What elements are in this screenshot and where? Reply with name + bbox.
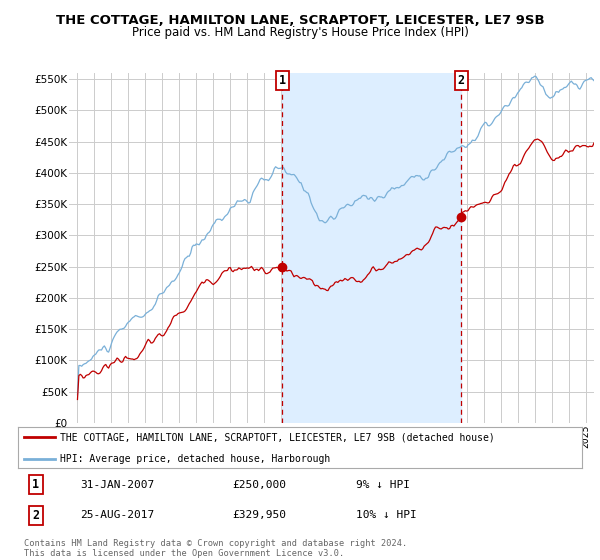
Text: HPI: Average price, detached house, Harborough: HPI: Average price, detached house, Harb… [60,454,331,464]
Text: THE COTTAGE, HAMILTON LANE, SCRAPTOFT, LEICESTER, LE7 9SB (detached house): THE COTTAGE, HAMILTON LANE, SCRAPTOFT, L… [60,432,495,442]
Text: 9% ↓ HPI: 9% ↓ HPI [356,479,410,489]
Text: 2: 2 [32,509,39,522]
Text: Price paid vs. HM Land Registry's House Price Index (HPI): Price paid vs. HM Land Registry's House … [131,26,469,39]
Text: 10% ↓ HPI: 10% ↓ HPI [356,511,417,520]
Text: 2: 2 [457,74,464,87]
Text: 1: 1 [278,74,286,87]
Text: 25-AUG-2017: 25-AUG-2017 [80,511,154,520]
Text: Contains HM Land Registry data © Crown copyright and database right 2024.
This d: Contains HM Land Registry data © Crown c… [24,539,407,558]
Text: THE COTTAGE, HAMILTON LANE, SCRAPTOFT, LEICESTER, LE7 9SB: THE COTTAGE, HAMILTON LANE, SCRAPTOFT, L… [56,14,544,27]
Text: 1: 1 [32,478,39,491]
Text: £250,000: £250,000 [232,479,286,489]
Bar [282,73,461,423]
Text: £329,950: £329,950 [232,511,286,520]
Text: 31-JAN-2007: 31-JAN-2007 [80,479,154,489]
